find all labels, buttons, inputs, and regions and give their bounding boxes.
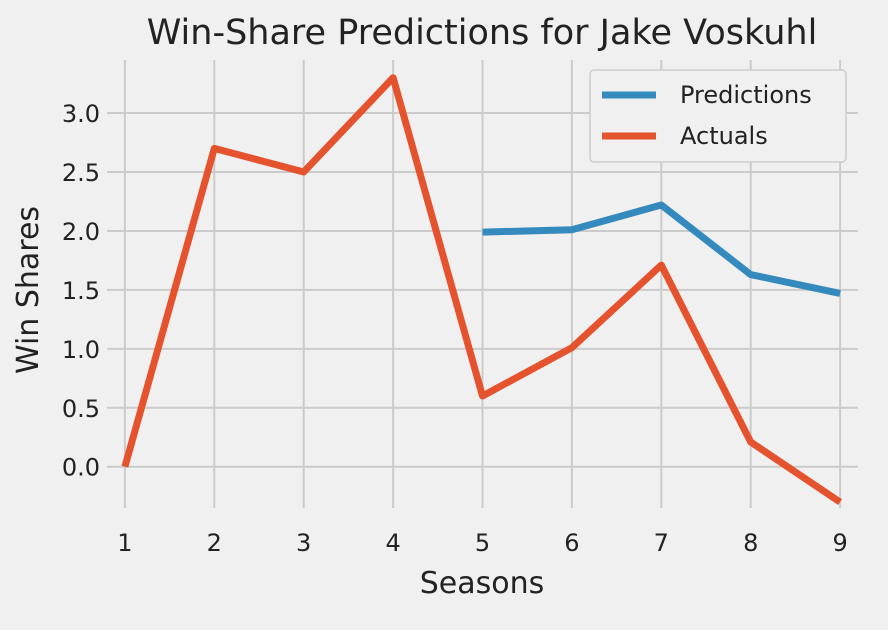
x-tick-label: 9 [832,529,847,557]
y-tick-label: 2.0 [62,218,100,246]
x-tick-labels: 1 2 3 4 5 6 7 8 9 [117,529,848,557]
x-tick-label: 5 [475,529,490,557]
legend-label-predictions: Predictions [680,81,812,109]
y-tick-label: 3.0 [62,100,100,128]
x-tick-label: 6 [564,529,579,557]
y-tick-label: 2.5 [62,159,100,187]
legend-label-actuals: Actuals [680,122,768,150]
y-tick-label: 0.5 [62,395,100,423]
series-layer [121,74,843,506]
x-tick-label: 4 [385,529,400,557]
x-tick-label: 8 [743,529,758,557]
chart-title: Win-Share Predictions for Jake Voskuhl [147,13,818,53]
x-axis-label: Seasons [420,566,545,601]
y-tick-label: 1.0 [62,336,100,364]
y-tick-label: 1.5 [62,277,100,305]
x-tick-label: 7 [654,529,669,557]
y-tick-labels: 0.0 0.5 1.0 1.5 2.0 2.5 3.0 [62,100,100,482]
legend: Predictions Actuals [589,69,847,163]
y-axis-label: Win Shares [11,206,46,374]
x-tick-label: 2 [207,529,222,557]
x-tick-label: 1 [117,529,132,557]
series-line-predictions [482,201,841,297]
y-tick-label: 0.0 [62,454,100,482]
series-line-actuals [121,74,843,506]
x-tick-label: 3 [296,529,311,557]
